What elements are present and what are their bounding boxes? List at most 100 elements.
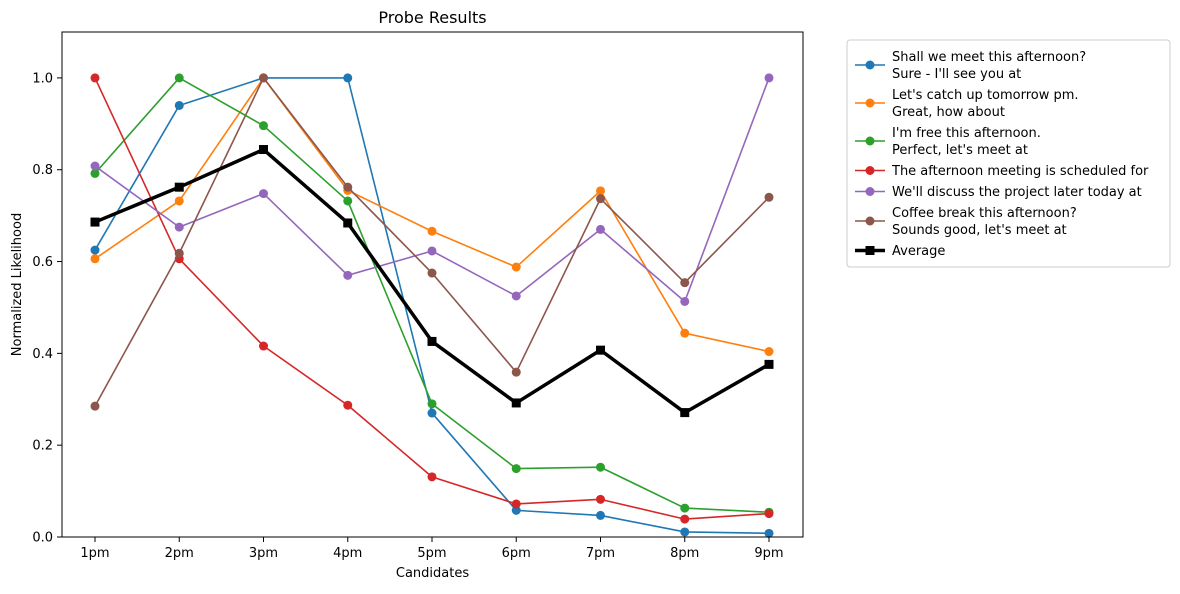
y-tick-label-4: 0.8 <box>32 163 53 178</box>
series-4-point-0 <box>90 161 100 171</box>
series-0-point-0 <box>90 245 100 255</box>
series-3-point-3 <box>343 400 353 410</box>
series-line-3 <box>94 77 770 520</box>
series-5-point-0 <box>90 401 100 411</box>
series-6-point-6 <box>596 345 605 355</box>
series-2-point-4 <box>427 399 437 409</box>
legend-swatch-marker-6 <box>865 246 875 255</box>
series-3-point-2 <box>259 341 268 351</box>
series-2-point-2 <box>259 121 268 131</box>
series-2-point-7 <box>680 503 690 513</box>
x-tick-label-4: 5pm <box>417 546 446 561</box>
legend-label-4-0: We'll discuss the project later today at <box>892 185 1142 200</box>
x-tick-label-2: 3pm <box>249 546 278 561</box>
series-3 <box>90 73 774 524</box>
series-2-point-3 <box>343 196 353 206</box>
legend-label-0-1: Sure - I'll see you at <box>892 67 1021 82</box>
series-4-point-2 <box>259 189 268 199</box>
series-6-point-8 <box>764 359 774 369</box>
series-6-point-2 <box>259 145 268 155</box>
series-0-point-5 <box>511 505 521 515</box>
series-1 <box>90 73 774 357</box>
series-6-point-3 <box>343 218 353 228</box>
y-tick-label-2: 0.4 <box>32 347 53 362</box>
legend-label-5-1: Sounds good, let's meet at <box>892 223 1067 238</box>
series-4-point-1 <box>174 222 184 232</box>
legend-swatch-marker-5 <box>865 216 875 226</box>
series-line-5 <box>94 77 770 407</box>
series-0-point-4 <box>427 408 437 418</box>
series-2-point-1 <box>174 73 184 83</box>
series-3-point-0 <box>90 73 100 83</box>
series-0-point-3 <box>343 73 353 83</box>
series-5-point-3 <box>343 182 353 192</box>
legend-box <box>846 39 1171 268</box>
series-1-point-7 <box>680 328 690 338</box>
series-5-point-4 <box>427 268 437 278</box>
series-4-point-6 <box>596 224 605 234</box>
series-0-point-1 <box>174 100 184 110</box>
series-5 <box>90 73 774 411</box>
x-tick-label-6: 7pm <box>586 546 615 561</box>
y-tick-label-1: 0.2 <box>32 439 53 454</box>
series-line-2 <box>94 77 770 514</box>
legend-entry-4: We'll discuss the project later today at <box>855 185 1142 200</box>
series-6-point-7 <box>680 408 690 418</box>
series-4-point-8 <box>764 73 774 83</box>
series-line-4 <box>94 77 770 303</box>
series-2-point-6 <box>596 462 605 472</box>
series-2-point-5 <box>511 464 521 474</box>
series-5-point-1 <box>174 248 184 258</box>
legend-entry-5: Coffee break this afternoon? Sounds good,… <box>855 206 1077 238</box>
legend-swatch-marker-2 <box>865 136 875 146</box>
x-tick-label-7: 8pm <box>670 546 699 561</box>
x-tick-label-5: 6pm <box>502 546 531 561</box>
series-3-point-8 <box>764 509 774 519</box>
legend: Shall we meet this afternoon? Sure - I'll… <box>846 39 1171 268</box>
series-6 <box>90 145 774 418</box>
series-4-point-5 <box>511 291 521 301</box>
series-5-point-2 <box>259 73 268 83</box>
series-0 <box>90 73 774 538</box>
legend-entry-6: Average <box>855 244 945 259</box>
legend-entry-2: I'm free this afternoon. Perfect, let's m… <box>855 126 1041 158</box>
series-0-point-8 <box>764 528 774 538</box>
series-3-point-6 <box>596 494 605 504</box>
legend-label-3-0: The afternoon meeting is scheduled for <box>891 164 1149 179</box>
series-2 <box>90 73 774 517</box>
legend-label-2-0: I'm free this afternoon. <box>892 126 1041 141</box>
chart-title: Probe Results <box>378 8 486 27</box>
legend-swatch-marker-4 <box>865 187 875 196</box>
series-3-point-7 <box>680 514 690 524</box>
series-6-point-1 <box>174 182 184 192</box>
series-6-point-4 <box>427 336 437 346</box>
series-1-point-8 <box>764 347 774 357</box>
series-3-point-4 <box>427 472 437 482</box>
x-tick-label-0: 1pm <box>80 546 109 561</box>
legend-label-1-0: Let's catch up tomorrow pm. <box>892 88 1079 103</box>
series-4 <box>90 73 774 306</box>
legend-label-6-0: Average <box>892 244 945 259</box>
x-axis-label: Candidates <box>396 566 469 581</box>
series-5-point-8 <box>764 192 774 202</box>
series-line-6 <box>94 147 770 415</box>
series-5-point-5 <box>511 367 521 377</box>
legend-label-2-1: Perfect, let's meet at <box>892 143 1028 158</box>
series-1-point-1 <box>174 196 184 206</box>
series-1-point-5 <box>511 262 521 272</box>
y-axis-label: Normalized Likelihood <box>10 213 25 356</box>
series-1-point-6 <box>596 186 605 196</box>
series-4-point-4 <box>427 246 437 256</box>
series-0-point-6 <box>596 510 605 520</box>
y-tick-label-5: 1.0 <box>32 71 53 86</box>
series-line-1 <box>94 77 770 353</box>
y-tick-label-3: 0.6 <box>32 255 53 270</box>
series-4-point-7 <box>680 296 690 306</box>
series-1-point-0 <box>90 254 100 264</box>
series-6-point-0 <box>90 217 100 227</box>
legend-label-0-0: Shall we meet this afternoon? <box>892 50 1086 65</box>
legend-swatch-marker-3 <box>865 166 875 175</box>
series-5-point-7 <box>680 278 690 288</box>
